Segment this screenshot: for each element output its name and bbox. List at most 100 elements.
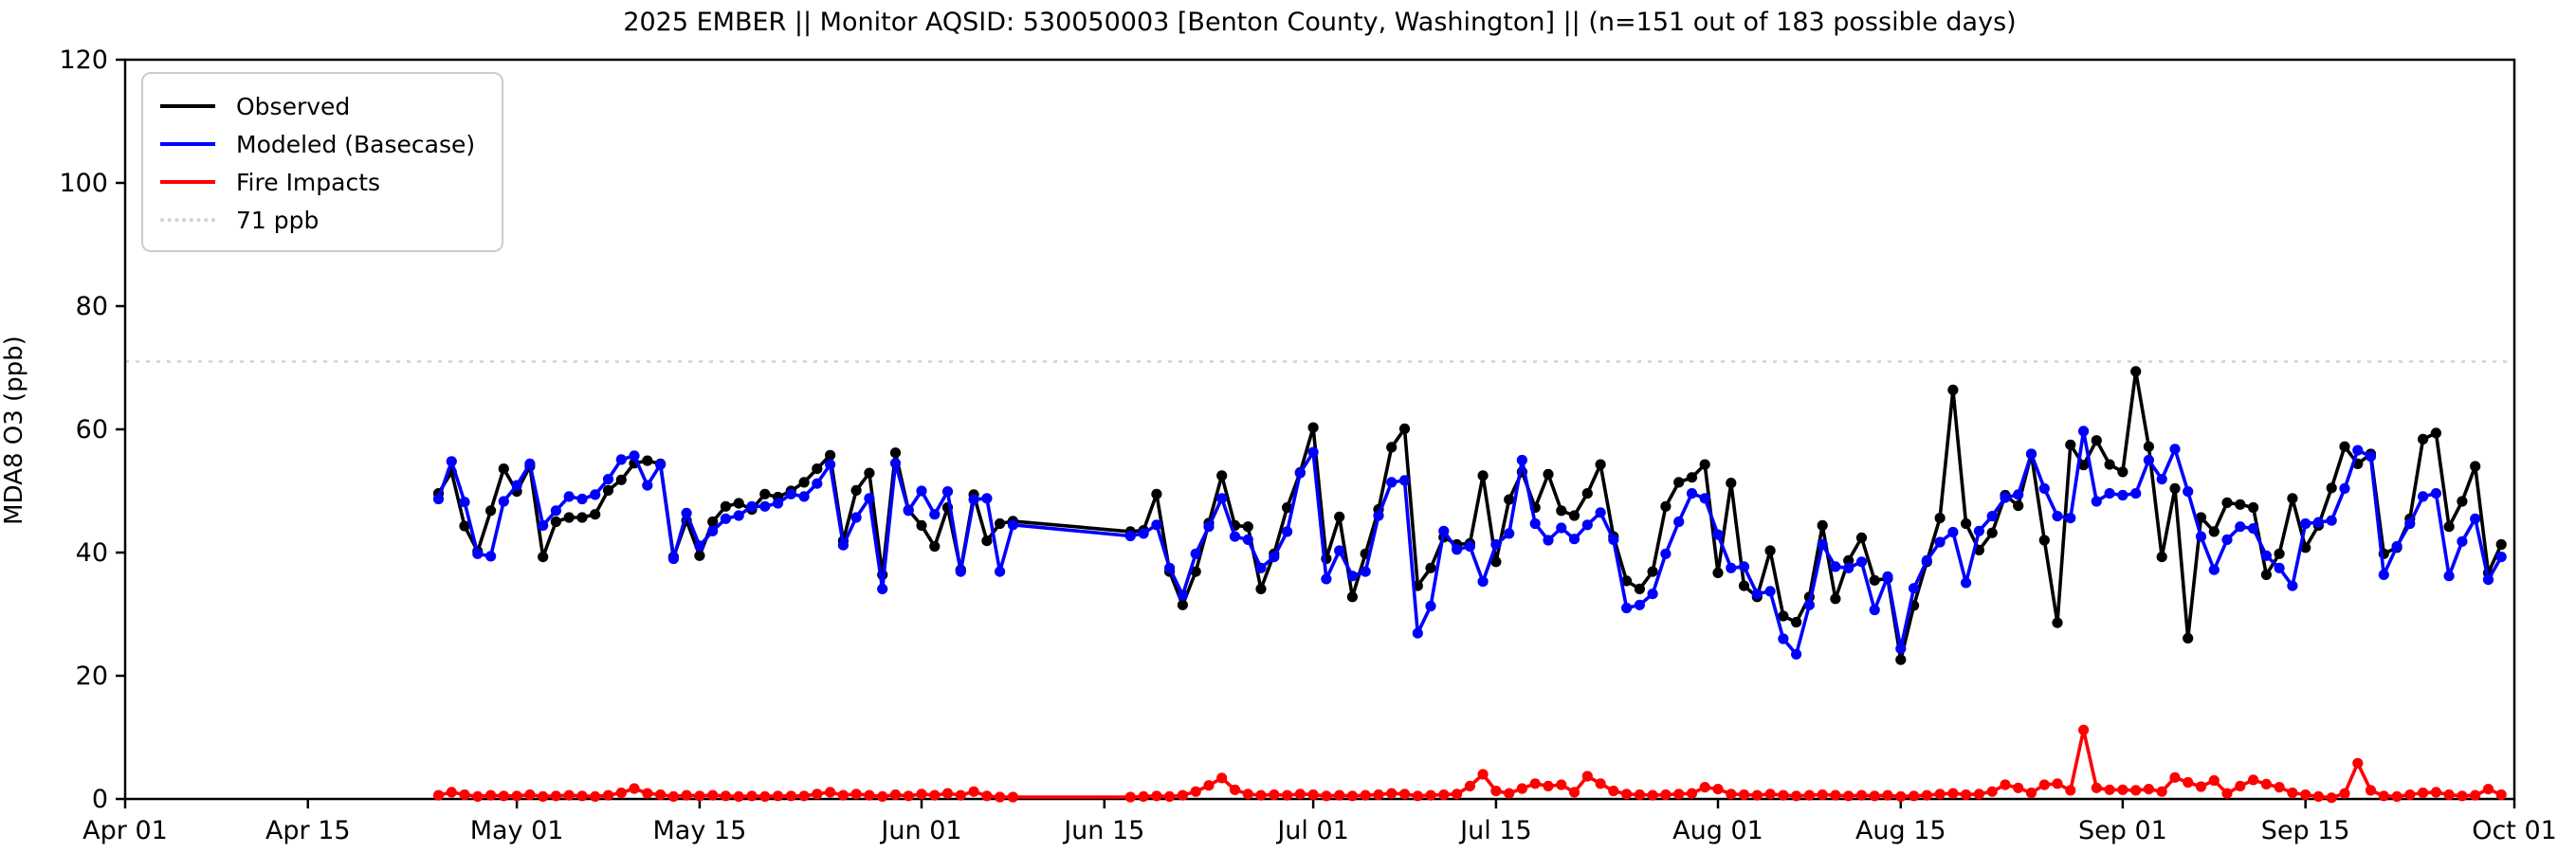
observed-line-marker — [1634, 583, 1645, 595]
fire-impacts-line-marker — [1373, 789, 1384, 801]
fire-impacts-line-marker — [1151, 790, 1162, 802]
modeled-basecase-line-marker — [2013, 489, 2024, 500]
fire-impacts-line-marker — [1869, 790, 1880, 802]
modeled-basecase-line-marker — [1973, 525, 1984, 536]
fire-impacts-line-marker — [929, 789, 941, 801]
observed-line-marker — [1398, 423, 1411, 434]
modeled-basecase-line-marker — [498, 496, 509, 507]
modeled-basecase-line-marker — [1817, 538, 1828, 551]
x-tick-label: Apr 01 — [82, 816, 168, 845]
observed-line-marker — [1255, 583, 1267, 595]
fire-impacts-line-marker — [864, 789, 875, 801]
fire-impacts-line-marker — [1229, 784, 1241, 795]
fire-impacts-line-marker — [550, 790, 562, 802]
observed-line-marker — [576, 512, 588, 523]
legend-item-2: Fire Impacts — [160, 163, 475, 201]
fire-impacts-line-marker — [2248, 774, 2259, 786]
modeled-basecase-line-marker — [1190, 548, 1201, 559]
observed-line-marker — [2495, 538, 2507, 551]
fire-impacts-line-marker — [2404, 789, 2416, 801]
modeled-basecase-line-marker — [2000, 492, 2011, 503]
modeled-basecase-line-marker — [1803, 599, 1815, 610]
modeled-basecase-line-marker — [1882, 571, 1893, 583]
observed-line-marker — [1961, 517, 1972, 530]
y-tick-label: 100 — [59, 169, 108, 198]
fire-impacts-line-marker — [1307, 789, 1319, 801]
modeled-basecase-line-marker — [1751, 589, 1763, 600]
modeled-basecase-line-marker — [1294, 467, 1306, 479]
fire-impacts-line-marker — [1634, 789, 1645, 801]
observed-line-marker — [550, 516, 562, 528]
fire-impacts-line-marker — [602, 789, 614, 801]
observed-line-marker — [889, 447, 902, 459]
fire-impacts-line-marker — [2091, 782, 2102, 793]
fire-impacts-line-marker — [2025, 787, 2037, 799]
modeled-basecase-line-marker — [1007, 519, 1018, 531]
observed-line-marker — [2117, 466, 2128, 478]
modeled-basecase-line-marker — [2248, 523, 2259, 535]
observed-line-marker — [2470, 461, 2481, 472]
observed-line-marker — [916, 519, 927, 532]
fire-impacts-line-marker — [2470, 789, 2481, 801]
fire-impacts-line-marker — [1282, 789, 1293, 801]
modeled-basecase-line-marker — [1855, 556, 1868, 568]
modeled-basecase-line-marker — [2312, 517, 2324, 528]
fire-impacts-line-marker — [1360, 789, 1371, 801]
fire-impacts-line-marker — [2287, 787, 2298, 799]
observed-line-marker — [1556, 505, 1567, 517]
legend-item-label: Modeled (Basecase) — [236, 130, 476, 158]
chart-title: 2025 EMBER || Monitor AQSID: 530050003 [… — [623, 8, 2017, 37]
observed-line-marker — [2235, 499, 2246, 510]
modeled-basecase-line-marker — [484, 551, 497, 562]
modeled-basecase-line-marker — [2404, 517, 2416, 530]
observed-line-marker — [1660, 500, 1672, 512]
fire-impacts-line-marker — [2339, 788, 2350, 799]
fire-impacts-line-marker — [1686, 788, 1698, 799]
fire-impacts-line-marker — [1216, 772, 1228, 784]
fire-impacts-line-marker — [825, 787, 836, 798]
observed-line-marker — [1830, 593, 1841, 605]
observed-line-marker — [1712, 567, 1724, 579]
fire-impacts-line-marker — [995, 791, 1006, 803]
observed-line-marker — [1581, 488, 1593, 499]
fire-impacts-line-marker — [2130, 785, 2142, 796]
fire-impacts-line-marker — [1516, 783, 1527, 794]
fire-impacts-line-marker — [446, 787, 457, 798]
modeled-basecase-line-marker — [563, 491, 575, 502]
y-tick-label: 40 — [76, 538, 108, 568]
fire-impacts-line-marker — [1909, 790, 1920, 802]
modeled-basecase-line-marker — [2221, 534, 2233, 546]
fire-impacts-line-marker — [2000, 779, 2011, 790]
modeled-basecase-line-marker — [1909, 583, 1920, 594]
modeled-basecase-line-marker — [2117, 489, 2128, 501]
modeled-basecase-line-marker — [1738, 561, 1750, 572]
observed-line-marker — [1791, 616, 1802, 628]
legend-line-sample — [160, 142, 215, 146]
fire-impacts-line-marker — [1973, 789, 1984, 800]
observed-line-marker — [2130, 366, 2142, 377]
fire-impacts-line-marker — [2495, 789, 2507, 801]
fire-impacts-line-marker — [772, 790, 784, 802]
fire-impacts-line-marker — [2457, 790, 2468, 802]
observed-line-marker — [1764, 545, 1776, 556]
observed-line-marker — [615, 474, 627, 485]
modeled-basecase-line-marker — [629, 450, 640, 462]
fire-impacts-line-marker — [812, 789, 823, 800]
fire-impacts-line-marker — [1504, 788, 1515, 799]
observed-line-marker — [929, 540, 941, 553]
y-axis: 0 20 40 60 80 100 120 — [59, 45, 125, 814]
observed-line-path — [436, 370, 2503, 662]
modeled-basecase-line-marker — [1398, 475, 1411, 486]
modeled-basecase-line-marker — [1895, 643, 1907, 655]
modeled-basecase-line-marker — [2274, 562, 2285, 573]
fire-impacts-line-marker — [655, 789, 667, 801]
fire-impacts-line-marker — [484, 789, 497, 801]
modeled-basecase-line-marker — [877, 583, 888, 595]
observed-line-marker — [798, 477, 810, 488]
x-tick-label: Apr 15 — [265, 816, 351, 845]
y-tick-label: 80 — [76, 292, 108, 321]
fire-impacts-line-marker — [681, 789, 692, 801]
modeled-basecase-line-marker — [1947, 526, 1959, 538]
observed-line-marker — [1425, 562, 1436, 573]
